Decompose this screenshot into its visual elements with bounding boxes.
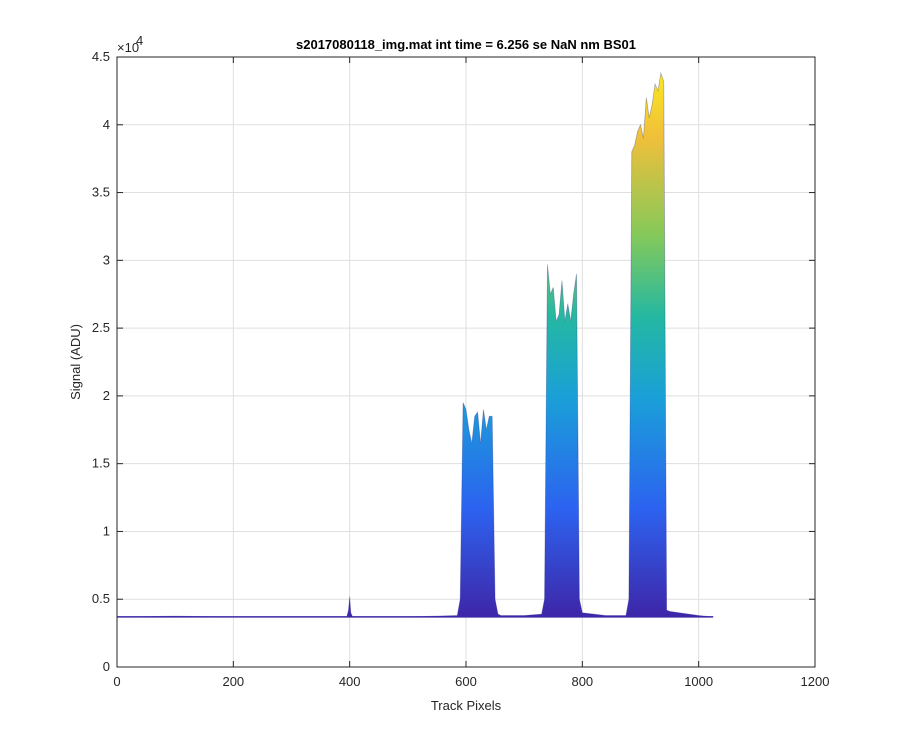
y-exponent-power: 4 [136, 33, 143, 48]
x-axis-ticks: 0 200 400 600 800 1000 1200 [113, 57, 829, 689]
y-axis-ticks: 0 0.5 1 1.5 2 2.5 3 3.5 4 4.5 [92, 49, 815, 674]
series-layer [116, 71, 714, 618]
signal-line [116, 71, 714, 618]
y-exponent-label: ×10 [117, 40, 139, 55]
grid [117, 57, 815, 667]
y-tick-label: 4 [103, 117, 110, 132]
y-tick-label: 4.5 [92, 49, 110, 64]
y-tick-label: 3 [103, 252, 110, 267]
y-tick-label: 3.5 [92, 185, 110, 200]
x-tick-label: 1200 [801, 674, 830, 689]
y-tick-label: 2.5 [92, 320, 110, 335]
signal-area [117, 73, 714, 617]
x-tick-label: 200 [222, 674, 244, 689]
x-tick-label: 400 [339, 674, 361, 689]
y-axis-label: Signal (ADU) [68, 324, 83, 400]
x-tick-label: 800 [571, 674, 593, 689]
y-tick-label: 1 [103, 523, 110, 538]
x-tick-label: 600 [455, 674, 477, 689]
x-tick-label: 0 [113, 674, 120, 689]
x-tick-label: 1000 [684, 674, 713, 689]
y-tick-label: 2 [103, 388, 110, 403]
y-tick-label: 0.5 [92, 591, 110, 606]
chart-title: s2017080118_img.mat int time = 6.256 se … [296, 37, 636, 52]
x-axis-label: Track Pixels [431, 698, 502, 713]
y-tick-label: 0 [103, 659, 110, 674]
y-tick-label: 1.5 [92, 456, 110, 471]
